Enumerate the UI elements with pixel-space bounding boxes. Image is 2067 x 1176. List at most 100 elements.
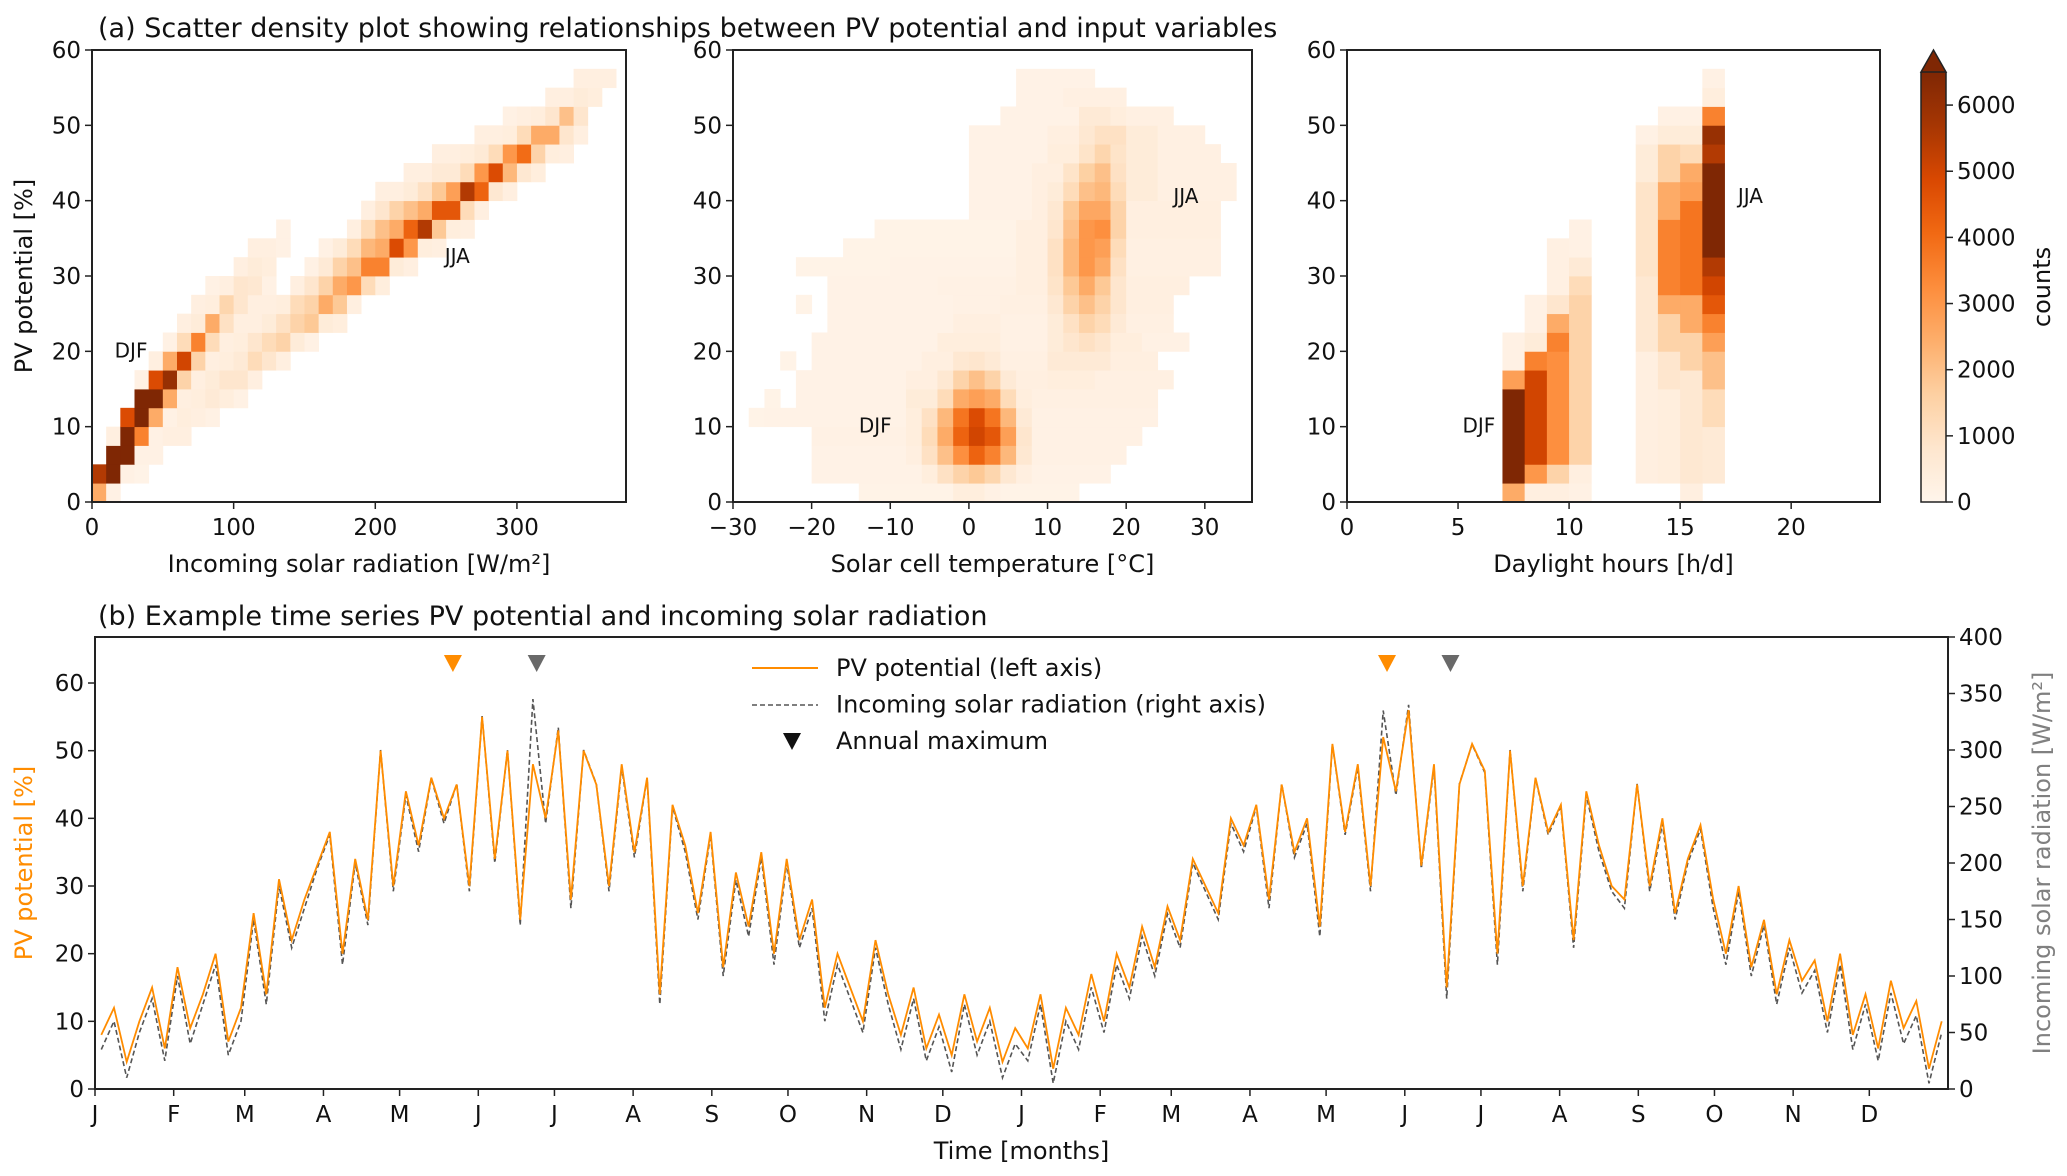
heatmap-cell [1702, 294, 1725, 315]
heatmap-cell [502, 144, 518, 164]
month-label: J [1016, 1102, 1025, 1128]
heatmap-cell [1063, 238, 1080, 258]
x-tick-label: 0 [1340, 515, 1355, 541]
heatmap-cell [1000, 370, 1017, 390]
heatmap-cell [502, 125, 518, 145]
heatmap-cell [375, 238, 390, 258]
heatmap-cell [1094, 181, 1111, 202]
heatmap-cell [176, 332, 192, 352]
heatmap-cell [120, 426, 135, 446]
month-label: A [1552, 1102, 1568, 1128]
heatmap-cell [1502, 483, 1526, 503]
pv-annual-max-marker [1378, 655, 1397, 672]
x-axis-label: Time [months] [933, 1137, 1110, 1165]
heatmap-cell [573, 87, 589, 107]
heatmap-cell [516, 144, 532, 164]
colorbar-tick-label: 3000 [1957, 292, 2016, 318]
heatmap-cell [764, 407, 907, 428]
heatmap-cell [1000, 313, 1048, 333]
heatmap-cell [474, 144, 490, 164]
season-annotation: JJA [1736, 184, 1763, 208]
heatmap-cell [811, 332, 938, 352]
heatmap-cell [1063, 313, 1080, 333]
heatmap-cell [1702, 351, 1725, 390]
heatmap-cell [403, 181, 419, 202]
heatmap-cell [1126, 313, 1174, 333]
heatmap-cell [1546, 483, 1570, 503]
heatmap-cell [1126, 106, 1174, 126]
heatmap-cell [1047, 332, 1064, 352]
heatmap-cell [276, 313, 291, 333]
heatmap-cell [106, 483, 121, 503]
heatmap-cell [953, 370, 970, 390]
y-tick-label: 30 [52, 264, 81, 290]
x-axis-label: Incoming solar radiation [W/m²] [168, 550, 551, 578]
heatmap-cell [1079, 219, 1096, 239]
month-label: N [858, 1102, 875, 1128]
heatmap-cell [1063, 87, 1127, 107]
heatmap-cell [148, 351, 164, 371]
season-annotation: DJF [859, 414, 892, 438]
heatmap-cell [545, 144, 560, 164]
heatmap-cell [811, 426, 907, 446]
month-label: S [1631, 1102, 1646, 1128]
heatmap-cell [1031, 200, 1048, 220]
y-tick-label: 30 [55, 874, 84, 900]
heatmap-cell [1094, 294, 1111, 315]
heatmap-cell [219, 389, 235, 409]
x-tick-label: −30 [709, 515, 758, 541]
heatmap-cell [1063, 181, 1080, 202]
heatmap-cell [318, 294, 334, 315]
heatmap-cell [233, 276, 249, 296]
month-label: A [1242, 1102, 1258, 1128]
heatmap-cell [431, 144, 461, 164]
colorbar: 0 1000 2000 3000 4000 5000 6000 counts [1919, 48, 2056, 516]
month-label: A [316, 1102, 332, 1128]
heatmap-cell [1047, 181, 1064, 202]
y-tick-label: 10 [693, 415, 722, 441]
y-tick-label: 10 [52, 415, 81, 441]
heatmap-cell [1702, 257, 1725, 277]
heatmap-cell [389, 219, 405, 239]
legend-annual-max-swatch [783, 733, 801, 750]
x-tick-label: 10 [1554, 515, 1583, 541]
month-label: J [1399, 1102, 1408, 1128]
heatmap-cell [1016, 219, 1048, 239]
legend-item-label: PV potential (left axis) [836, 654, 1102, 682]
heatmap-cell [890, 257, 1017, 277]
heatmap-cell [1524, 370, 1548, 465]
heatmap-cell [780, 351, 797, 371]
heatmap-cell [1126, 219, 1221, 239]
heatmap-cell [1000, 426, 1017, 446]
heatmap-cell [1546, 351, 1570, 465]
heatmap-cell [1126, 181, 1159, 202]
heatmap-cell [811, 464, 923, 484]
heatmap-cell [233, 332, 249, 352]
heatmap-cell [1126, 276, 1190, 296]
heatmap-cell [1016, 426, 1033, 446]
month-label: M [1161, 1102, 1181, 1128]
heatmap-cell [176, 313, 192, 333]
heatmap-cell [531, 106, 546, 126]
heatmap-cell [1157, 144, 1221, 164]
heatmap-cell [1635, 276, 1659, 352]
y-right-tick-label: 350 [1959, 682, 2003, 708]
heatmap-cell [906, 370, 938, 390]
heatmap-cell [431, 219, 447, 239]
heatmap-cell [431, 238, 447, 258]
heatmap-cell [953, 445, 970, 465]
season-annotation: JJA [1171, 184, 1198, 208]
heatmap-cell [968, 426, 986, 446]
heatmap-cell [176, 351, 192, 371]
heatmap-cell [247, 351, 263, 371]
heatmap-cell [219, 313, 235, 333]
heatmap-cell [162, 351, 178, 371]
heatmap-cell [1016, 257, 1048, 277]
heatmap-cell [1110, 294, 1127, 315]
heatmap-cell [205, 407, 220, 428]
heatmap-cell [1079, 238, 1096, 258]
heatmap-cell [1063, 163, 1080, 183]
heatmap-cell [1031, 464, 1111, 484]
heatmap-cell [276, 238, 291, 258]
heatmap-cell [191, 351, 206, 371]
